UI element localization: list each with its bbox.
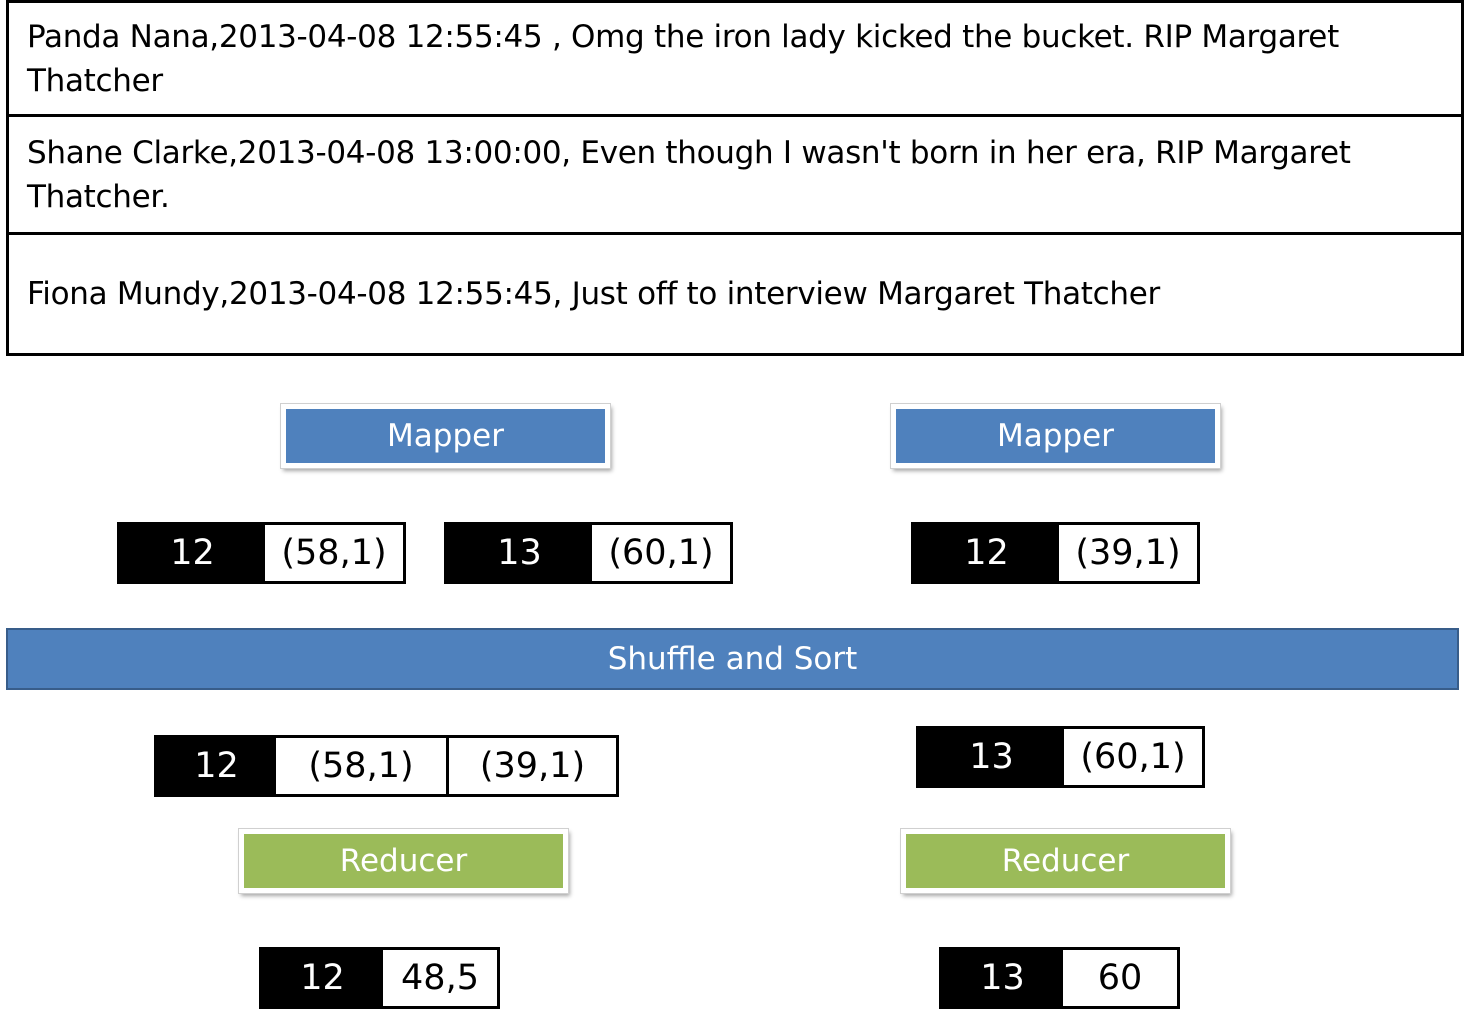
mapper-output-pair-1: 12 (58,1): [117, 522, 406, 584]
mapper-output-pair-3: 12 (39,1): [911, 522, 1200, 584]
pair-key: 12: [262, 950, 383, 1006]
grouped-pair-1: 12 (58,1) (39,1): [154, 735, 619, 797]
pair-value: (39,1): [1059, 525, 1197, 581]
reducer-box-1: Reducer: [238, 828, 569, 894]
reducer-label: Reducer: [339, 843, 468, 879]
pair-key: 12: [914, 525, 1059, 581]
reducer-box-2: Reducer: [900, 828, 1231, 894]
pair-value: (60,1): [1064, 729, 1202, 785]
record-row: Shane Clarke,2013-04-08 13:00:00, Even t…: [9, 117, 1461, 235]
pair-value: (60,1): [592, 525, 730, 581]
pair-value: (58,1): [276, 738, 446, 794]
reducer-label: Reducer: [1001, 843, 1130, 879]
mapper-label: Mapper: [387, 418, 504, 454]
record-row: Panda Nana,2013-04-08 12:55:45 , Omg the…: [9, 0, 1461, 117]
mapper-output-pair-2: 13 (60,1): [444, 522, 733, 584]
record-text: Panda Nana,2013-04-08 12:55:45 , Omg the…: [27, 18, 1339, 99]
pair-key: 13: [942, 950, 1063, 1006]
record-text: Fiona Mundy,2013-04-08 12:55:45, Just of…: [27, 276, 1160, 312]
result-pair-2: 13 60: [939, 947, 1180, 1009]
mapper-label: Mapper: [997, 418, 1114, 454]
grouped-pair-2: 13 (60,1): [916, 726, 1205, 788]
shuffle-sort-bar: Shuffle and Sort: [6, 628, 1459, 690]
pair-key: 13: [919, 729, 1064, 785]
pair-key: 12: [157, 738, 276, 794]
result-pair-1: 12 48,5: [259, 947, 500, 1009]
input-records-table: Panda Nana,2013-04-08 12:55:45 , Omg the…: [6, 0, 1464, 356]
pair-value: 48,5: [383, 950, 497, 1006]
pair-key: 13: [447, 525, 592, 581]
pair-value: (39,1): [446, 738, 616, 794]
record-text: Shane Clarke,2013-04-08 13:00:00, Even t…: [27, 134, 1351, 215]
mapper-box-2: Mapper: [890, 403, 1221, 469]
mapper-box-1: Mapper: [280, 403, 611, 469]
shuffle-label: Shuffle and Sort: [607, 641, 858, 677]
pair-value: 60: [1063, 950, 1177, 1006]
pair-key: 12: [120, 525, 265, 581]
pair-value: (58,1): [265, 525, 403, 581]
record-row: Fiona Mundy,2013-04-08 12:55:45, Just of…: [9, 235, 1461, 353]
